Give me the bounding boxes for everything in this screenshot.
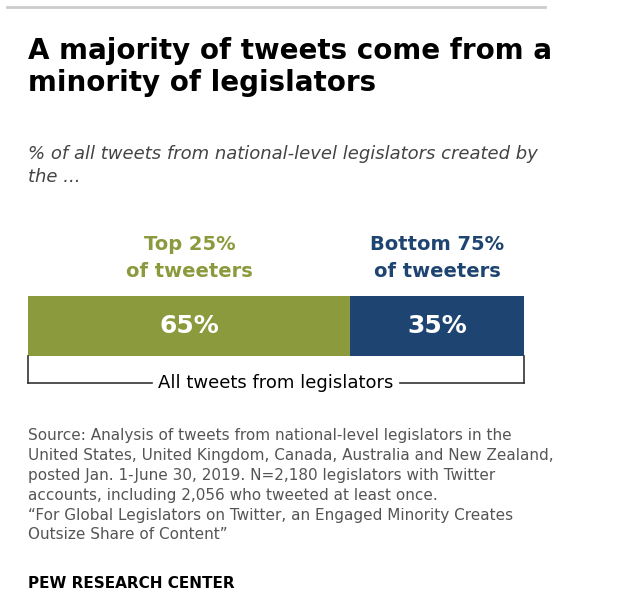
Text: % of all tweets from national-level legislators created by
the ...: % of all tweets from national-level legi… — [28, 145, 538, 185]
Text: Top 25%: Top 25% — [143, 235, 235, 254]
Text: of tweeters: of tweeters — [126, 262, 253, 281]
Text: PEW RESEARCH CENTER: PEW RESEARCH CENTER — [28, 576, 235, 591]
Text: All tweets from legislators: All tweets from legislators — [158, 375, 394, 392]
Text: of tweeters: of tweeters — [374, 262, 501, 281]
Text: 65%: 65% — [159, 314, 219, 338]
Text: Bottom 75%: Bottom 75% — [370, 235, 504, 254]
Text: 35%: 35% — [407, 314, 467, 338]
Text: A majority of tweets come from a
minority of legislators: A majority of tweets come from a minorit… — [28, 37, 552, 97]
Text: Source: Analysis of tweets from national-level legislators in the
United States,: Source: Analysis of tweets from national… — [28, 428, 554, 543]
